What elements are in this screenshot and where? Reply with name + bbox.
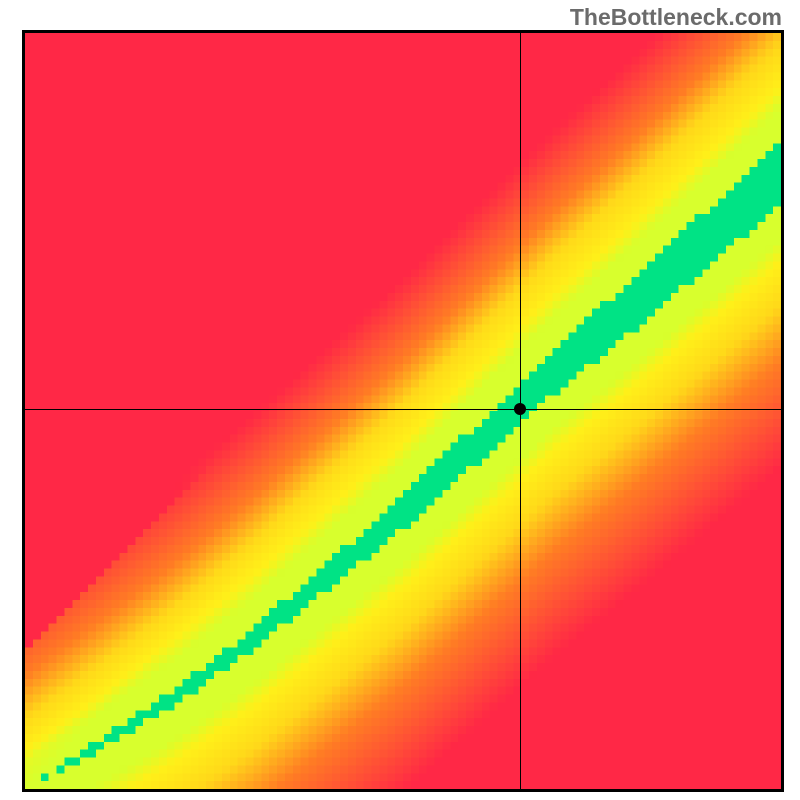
crosshair-horizontal xyxy=(25,409,781,410)
point-marker xyxy=(514,403,526,415)
heatmap-canvas xyxy=(25,33,781,789)
watermark-text: TheBottleneck.com xyxy=(570,4,782,31)
heatmap-chart xyxy=(22,30,784,792)
